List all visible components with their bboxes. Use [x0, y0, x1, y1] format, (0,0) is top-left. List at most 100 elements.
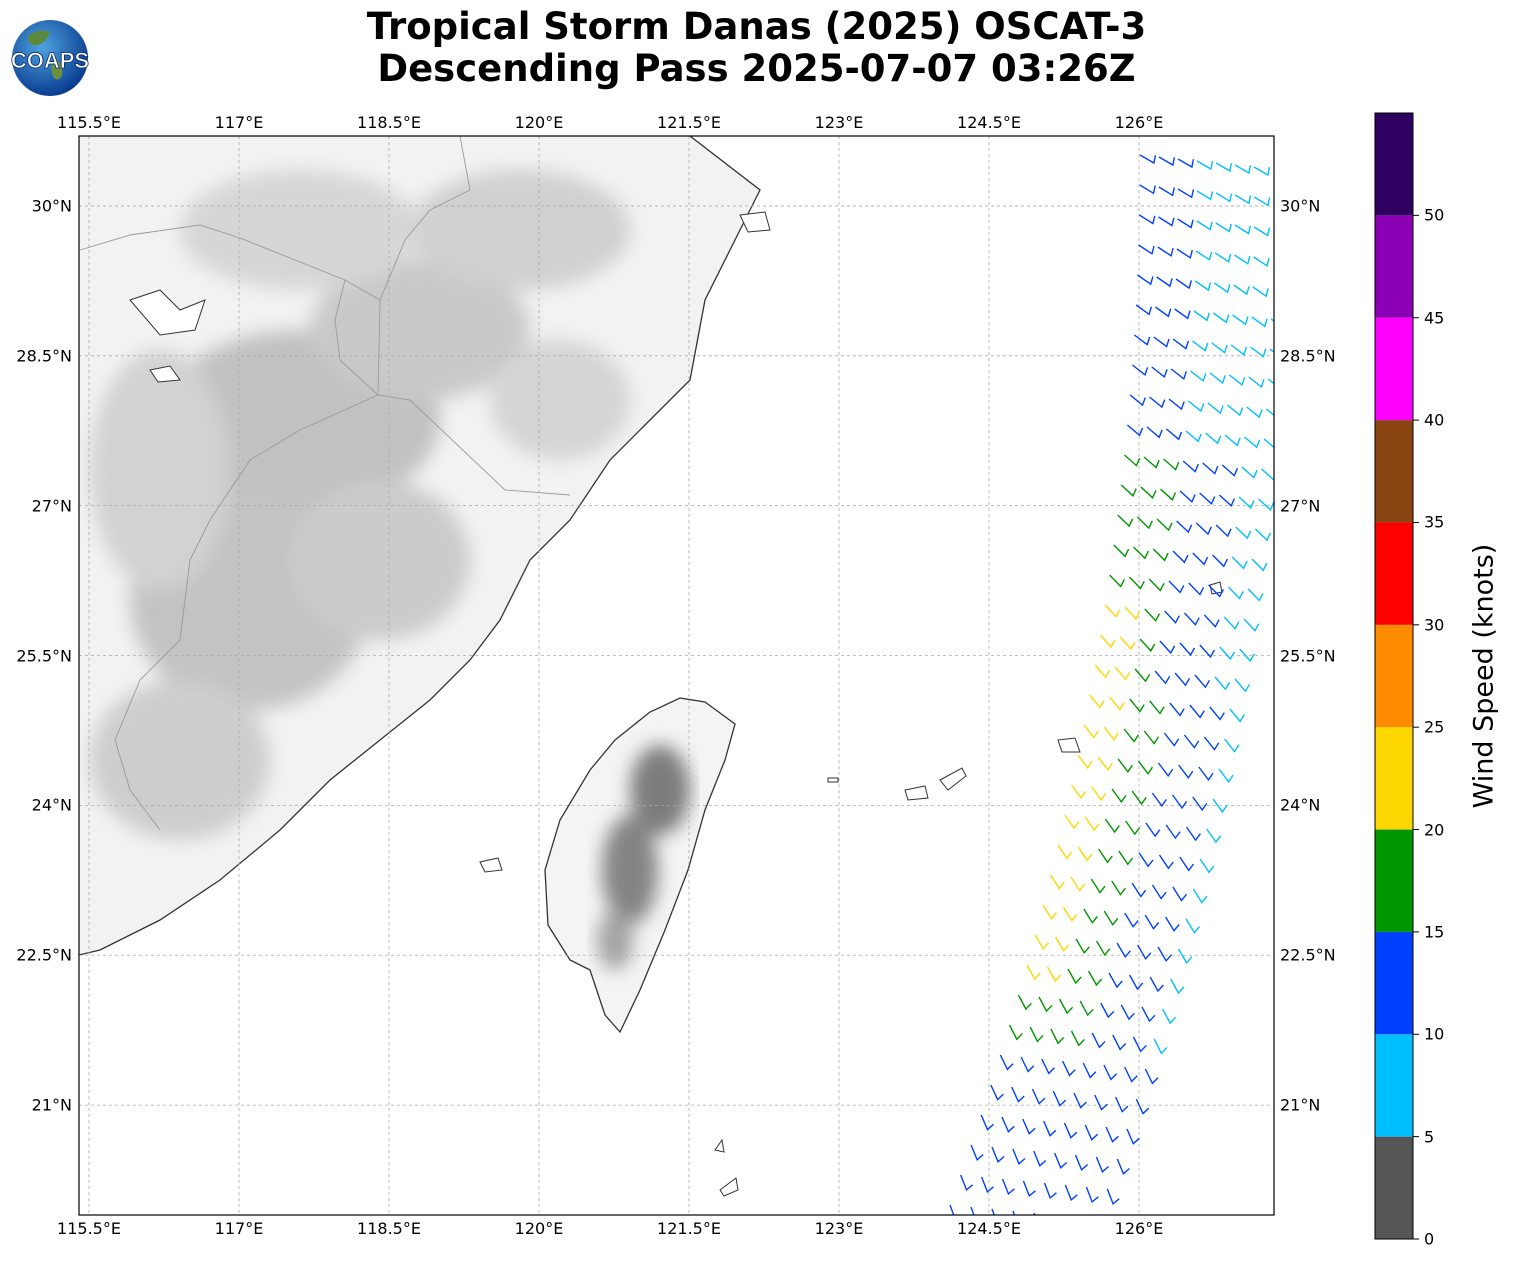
- wind-barb: [1241, 466, 1258, 479]
- wind-barb: [1203, 736, 1220, 751]
- wind-barb: [1224, 738, 1240, 753]
- wind-barb: [999, 1054, 1014, 1071]
- wind-barb: [1234, 254, 1251, 265]
- wind-barb: [1020, 1056, 1035, 1073]
- wind-barb: [1253, 256, 1270, 267]
- wind-barb: [1209, 706, 1225, 721]
- wind-barb: [1218, 768, 1234, 784]
- wind-barb: [1149, 700, 1165, 715]
- wind-barb: [1058, 998, 1074, 1015]
- wind-barb: [1199, 644, 1216, 659]
- lat-tick-left-5: 22.5°N: [16, 945, 72, 965]
- lon-tick-bottom-6: 124.5°E: [957, 1219, 1021, 1238]
- wind-barb: [1255, 528, 1272, 542]
- lat-tick-left-3: 25.5°N: [16, 646, 72, 666]
- wind-barb: [1139, 154, 1157, 165]
- wind-barb: [1149, 976, 1164, 993]
- wind-barb: [1103, 1064, 1118, 1081]
- wind-barb: [1172, 794, 1188, 810]
- wind-barb: [1090, 878, 1106, 894]
- colorbar-label: Wind Speed (knots): [1468, 543, 1500, 809]
- wind-barb: [1126, 424, 1144, 437]
- wind-barb: [1128, 974, 1144, 991]
- taiwan-island: [544, 697, 736, 1034]
- wind-barb: [1145, 822, 1161, 838]
- wind-barb: [1094, 1094, 1108, 1111]
- wind-barb: [1105, 1126, 1119, 1143]
- wind-barb: [1233, 284, 1250, 296]
- wind-barb: [1084, 1124, 1099, 1141]
- wind-barb: [1001, 1178, 1015, 1196]
- wind-barb: [1199, 858, 1215, 874]
- wind-barb: [1198, 766, 1214, 782]
- wind-barb: [1144, 608, 1161, 622]
- wind-barb: [1151, 366, 1168, 379]
- wind-barb: [1238, 496, 1255, 509]
- wind-barb: [1187, 400, 1205, 413]
- lon-tick-top-0: 115.5°E: [57, 113, 121, 132]
- wind-barb: [1113, 544, 1130, 558]
- wind-barb: [1188, 582, 1205, 596]
- wind-barb: [1203, 614, 1220, 628]
- wind-barb: [1138, 852, 1154, 868]
- colorbar-bin-20-25: [1375, 727, 1413, 830]
- wind-barb: [1226, 404, 1244, 417]
- wind-barb: [1227, 586, 1244, 600]
- colorbar-tick-2: 10: [1424, 1024, 1445, 1044]
- wind-barb: [1031, 1088, 1046, 1105]
- lon-tick-top-2: 118.5°E: [357, 113, 421, 132]
- lat-tick-left-4: 24°N: [31, 795, 72, 815]
- wind-barb: [1138, 244, 1155, 255]
- wind-barb: [1196, 160, 1214, 171]
- title-line-1: Tropical Storm Danas (2025) OSCAT-3: [366, 5, 1147, 48]
- wind-barb: [1190, 370, 1207, 383]
- wind-barb: [1151, 792, 1167, 808]
- lon-tick-bottom-4: 121.5°E: [657, 1219, 721, 1238]
- wind-barb: [1126, 1128, 1140, 1145]
- wind-barb: [1168, 580, 1185, 594]
- map-area: [79, 136, 1274, 1215]
- wind-barb: [1108, 972, 1123, 989]
- wind-barb: [1104, 818, 1120, 834]
- wind-barb: [1234, 194, 1252, 205]
- lat-tick-right-4: 24°N: [1280, 795, 1321, 815]
- wind-barb: [1055, 1214, 1056, 1215]
- wind-barb: [1083, 908, 1098, 924]
- wind-barb: [1017, 994, 1032, 1011]
- lat-tick-right-5: 22.5°N: [1280, 945, 1336, 965]
- wind-barb: [1192, 796, 1208, 812]
- wind-barb: [1212, 312, 1230, 324]
- wind-barb: [1124, 606, 1141, 620]
- wind-barb: [1077, 754, 1093, 770]
- colorbar-tick-0: 0: [1424, 1229, 1435, 1249]
- wind-barb: [1183, 734, 1200, 749]
- wind-barb: [1158, 216, 1175, 227]
- wind-barb: [1211, 342, 1228, 354]
- lat-tick-right-0: 30°N: [1280, 196, 1321, 216]
- wind-barb: [1111, 788, 1127, 804]
- wind-barb: [1243, 618, 1260, 632]
- wind-barb: [1158, 156, 1176, 167]
- wind-barb: [1134, 668, 1151, 683]
- lat-tick-right-1: 28.5°N: [1280, 346, 1336, 366]
- wind-barb: [1170, 368, 1188, 381]
- wind-barb: [1176, 248, 1193, 259]
- wind-barb: [1041, 1058, 1055, 1075]
- lon-tick-top-5: 123°E: [814, 113, 864, 132]
- wind-barb: [1109, 696, 1125, 711]
- wind-barb: [1042, 904, 1058, 920]
- wind-barb: [1170, 978, 1185, 995]
- wind-barb: [1063, 1122, 1078, 1139]
- wind-barb: [970, 1144, 984, 1161]
- wind-barb: [990, 1084, 1004, 1101]
- colorbar-bin-35-40: [1375, 420, 1413, 523]
- wind-barb: [1082, 1062, 1097, 1079]
- wind-barb: [1192, 552, 1209, 566]
- lat-tick-right-6: 21°N: [1280, 1095, 1321, 1115]
- china-mainland: [79, 136, 761, 956]
- wind-barb: [1251, 558, 1268, 572]
- wind-barb: [1158, 186, 1175, 197]
- wind-barb: [1136, 944, 1152, 960]
- wind-barb: [1215, 524, 1232, 538]
